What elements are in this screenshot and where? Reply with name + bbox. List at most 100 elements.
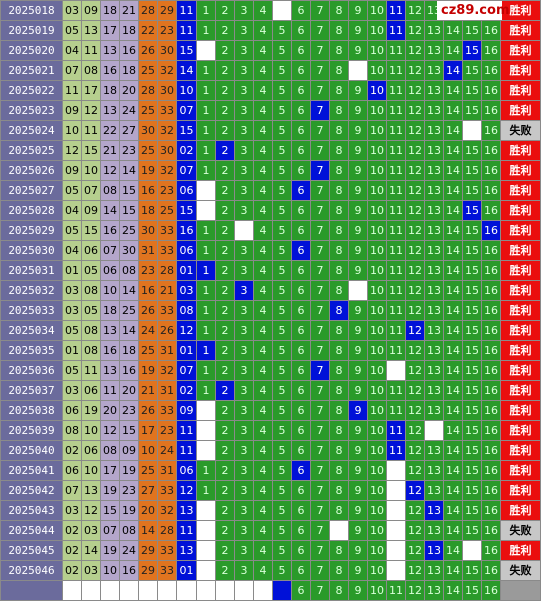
number-empty-cell bbox=[138, 580, 158, 601]
grid-cell: 5 bbox=[272, 380, 292, 401]
result-win-badge: 胜利 bbox=[500, 200, 541, 221]
grid-cell: 12 bbox=[405, 160, 425, 181]
grid-cell: 12 bbox=[405, 60, 425, 81]
grid-hit-cell bbox=[272, 580, 292, 601]
grid-cell: 10 bbox=[367, 420, 387, 441]
grid-cell: 6 bbox=[291, 40, 311, 61]
red-ball-number: 09 bbox=[81, 200, 101, 221]
grid-empty-cell bbox=[253, 580, 273, 601]
grid-cell: 8 bbox=[329, 400, 349, 421]
result-win-badge: 胜利 bbox=[500, 20, 541, 41]
grid-cell: 7 bbox=[310, 220, 330, 241]
red-ball-number: 32 bbox=[157, 160, 177, 181]
grid-cell: 2 bbox=[215, 560, 235, 581]
table-row: 2025022 11 17 18 20 28 30 10 1 2 3 4 5 6 7 8 9 10 11 12 13 14… bbox=[0, 80, 541, 101]
result-win-badge: 胜利 bbox=[500, 360, 541, 381]
grid-cell: 6 bbox=[291, 520, 311, 541]
grid-cell: 6 bbox=[291, 20, 311, 41]
red-ball-number: 13 bbox=[100, 100, 120, 121]
issue-number: 2025032 bbox=[0, 280, 63, 301]
grid-cell: 4 bbox=[253, 240, 273, 261]
grid-empty-cell bbox=[196, 580, 216, 601]
grid-cell: 8 bbox=[329, 40, 349, 61]
grid-cell: 15 bbox=[462, 20, 482, 41]
grid-hit-cell: 1 bbox=[196, 260, 216, 281]
grid-cell: 9 bbox=[348, 360, 368, 381]
issue-number: 2025035 bbox=[0, 340, 63, 361]
red-ball-number: 04 bbox=[62, 240, 82, 261]
grid-cell: 12 bbox=[405, 120, 425, 141]
grid-cell: 11 bbox=[386, 100, 406, 121]
grid-cell: 15 bbox=[462, 240, 482, 261]
grid-cell: 6 bbox=[291, 260, 311, 281]
grid-cell: 4 bbox=[253, 140, 273, 161]
red-ball-number: 33 bbox=[157, 220, 177, 241]
grid-cell: 6 bbox=[291, 0, 311, 21]
grid-hit-cell: 7 bbox=[310, 100, 330, 121]
grid-cell: 1 bbox=[196, 220, 216, 241]
grid-cell: 4 bbox=[253, 300, 273, 321]
grid-cell: 16 bbox=[481, 420, 501, 441]
grid-hit-cell: 13 bbox=[424, 500, 444, 521]
grid-cell: 14 bbox=[443, 120, 463, 141]
issue-number: 2025025 bbox=[0, 140, 63, 161]
grid-cell: 16 bbox=[481, 180, 501, 201]
table-row: 2025040 02 06 08 09 10 24 11 2 3 4 5 6 7 8 9 10 11 12 13 14 1… bbox=[0, 440, 541, 461]
table-row: 2025023 09 12 13 24 25 33 07 1 2 3 4 5 6 7 8 9 10 11 12 13 14… bbox=[0, 100, 541, 121]
red-ball-number: 07 bbox=[62, 480, 82, 501]
grid-cell: 1 bbox=[196, 240, 216, 261]
grid-cell: 6 bbox=[291, 200, 311, 221]
grid-cell: 4 bbox=[253, 500, 273, 521]
grid-cell: 2 bbox=[215, 260, 235, 281]
grid-cell: 10 bbox=[367, 460, 387, 481]
red-ball-number: 28 bbox=[138, 80, 158, 101]
grid-cell: 1 bbox=[196, 80, 216, 101]
grid-cell: 9 bbox=[348, 560, 368, 581]
grid-cell: 12 bbox=[405, 240, 425, 261]
grid-cell: 3 bbox=[234, 160, 254, 181]
result-empty bbox=[500, 580, 541, 601]
grid-cell: 1 bbox=[196, 60, 216, 81]
grid-cell: 16 bbox=[481, 260, 501, 281]
grid-hit-cell: 11 bbox=[386, 20, 406, 41]
grid-cell: 12 bbox=[405, 580, 425, 601]
grid-cell: 1 bbox=[196, 100, 216, 121]
red-ball-number: 14 bbox=[119, 160, 139, 181]
table-row: 2025034 05 08 13 14 24 26 12 1 2 3 4 5 6 7 8 9 10 11 12 13 14… bbox=[0, 320, 541, 341]
red-ball-number: 28 bbox=[157, 520, 177, 541]
grid-empty-cell bbox=[196, 200, 216, 221]
grid-cell: 8 bbox=[329, 500, 349, 521]
grid-empty-cell bbox=[462, 540, 482, 561]
grid-cell: 9 bbox=[348, 540, 368, 561]
grid-cell: 6 bbox=[291, 540, 311, 561]
red-ball-number: 18 bbox=[138, 200, 158, 221]
grid-hit-cell: 14 bbox=[443, 60, 463, 81]
grid-cell: 16 bbox=[481, 300, 501, 321]
grid-cell: 10 bbox=[367, 0, 387, 21]
grid-cell: 16 bbox=[481, 540, 501, 561]
red-ball-number: 15 bbox=[81, 140, 101, 161]
grid-cell: 2 bbox=[215, 80, 235, 101]
grid-cell: 3 bbox=[234, 560, 254, 581]
grid-cell: 5 bbox=[272, 260, 292, 281]
grid-cell: 14 bbox=[443, 440, 463, 461]
grid-hit-cell: 6 bbox=[291, 240, 311, 261]
grid-cell: 1 bbox=[196, 280, 216, 301]
grid-cell: 6 bbox=[291, 560, 311, 581]
grid-cell: 10 bbox=[367, 100, 387, 121]
grid-cell: 1 bbox=[196, 140, 216, 161]
red-ball-number: 05 bbox=[62, 360, 82, 381]
grid-cell: 8 bbox=[329, 60, 349, 81]
grid-cell: 10 bbox=[367, 520, 387, 541]
issue-number-empty bbox=[0, 580, 63, 601]
grid-cell: 10 bbox=[367, 440, 387, 461]
grid-cell: 5 bbox=[272, 300, 292, 321]
red-ball-number: 16 bbox=[100, 340, 120, 361]
grid-cell: 8 bbox=[329, 460, 349, 481]
red-ball-number: 22 bbox=[100, 120, 120, 141]
red-ball-number: 12 bbox=[81, 100, 101, 121]
red-ball-number: 03 bbox=[81, 560, 101, 581]
red-ball-number: 10 bbox=[62, 120, 82, 141]
grid-cell: 14 bbox=[443, 400, 463, 421]
issue-number: 2025042 bbox=[0, 480, 63, 501]
